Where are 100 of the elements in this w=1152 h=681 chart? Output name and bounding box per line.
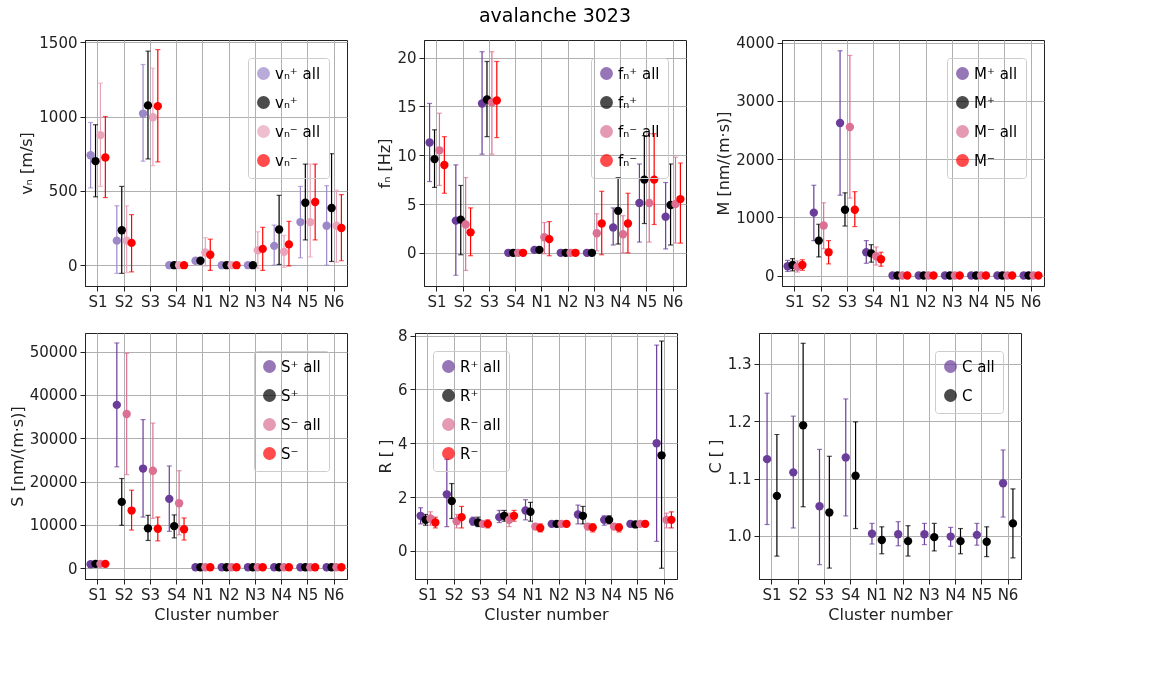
x-tick-label: N6 <box>997 585 1019 604</box>
y-tick-label: 0 <box>67 559 78 578</box>
legend-label: M⁺ all <box>974 64 1018 83</box>
x-tick-label: N5 <box>627 585 649 604</box>
x-tick-label: N6 <box>1020 292 1042 311</box>
legend-label: M⁻ all <box>974 122 1018 141</box>
x-tick-label: S2 <box>453 292 473 311</box>
y-tick-label: 20 <box>397 49 417 68</box>
y-tick-label: 2000 <box>736 150 775 169</box>
y-tick-label: 10000 <box>29 516 78 535</box>
x-tick-label: N3 <box>574 585 596 604</box>
legend-label: fₙ⁻ <box>618 151 638 170</box>
x-tick-label: S3 <box>470 585 490 604</box>
x-tick-label: S3 <box>837 292 857 311</box>
x-tick-label: N1 <box>531 292 553 311</box>
x-tick-label: N6 <box>323 585 345 604</box>
x-tick-label: N3 <box>583 292 605 311</box>
y-axis-title: M [nm/(m·s)] <box>714 111 734 216</box>
x-tick-label: N4 <box>945 585 966 604</box>
x-tick-label: N1 <box>192 292 214 311</box>
x-tick-label: N6 <box>653 585 675 604</box>
y-tick-label: 0 <box>397 542 408 561</box>
y-axis-title: R [ ] <box>375 439 395 474</box>
y-tick-label: 500 <box>48 182 78 201</box>
y-tick-label: 2 <box>397 488 408 507</box>
x-tick-label: N1 <box>866 585 888 604</box>
legend-label: fₙ⁺ all <box>618 64 660 83</box>
x-tick-label: S2 <box>788 585 808 604</box>
x-tick-label: N3 <box>244 292 266 311</box>
x-tick-label: S3 <box>479 292 499 311</box>
x-tick-label: N4 <box>271 292 292 311</box>
x-tick-label: S4 <box>167 292 187 311</box>
chart-title: avalanche 3023 <box>478 4 632 26</box>
x-tick-label: N3 <box>918 585 940 604</box>
legend-label: vₙ⁻ <box>275 151 298 170</box>
legend-label: R⁺ all <box>460 357 501 376</box>
x-tick-label: S4 <box>864 292 884 311</box>
y-tick-label: 30000 <box>29 429 78 448</box>
x-tick-label: N5 <box>636 292 658 311</box>
y-axis-title: fₙ [Hz] <box>375 138 395 189</box>
x-tick-label: N2 <box>218 585 240 604</box>
x-axis-title: Cluster number <box>828 604 954 624</box>
legend-label: fₙ⁻ all <box>618 122 660 141</box>
y-tick-label: 1000 <box>736 208 775 227</box>
x-tick-label: N5 <box>994 292 1016 311</box>
x-tick-label: N6 <box>323 292 345 311</box>
legend-label: R⁺ <box>460 386 479 405</box>
x-tick-label: S4 <box>497 585 517 604</box>
y-axis-title: vₙ [m/s] <box>17 132 37 195</box>
x-tick-label: N5 <box>297 585 319 604</box>
x-axis-title: Cluster number <box>154 604 280 624</box>
x-tick-label: S2 <box>444 585 464 604</box>
x-tick-label: S3 <box>140 585 160 604</box>
legend-label: vₙ⁺ <box>275 93 298 112</box>
y-tick-label: 0 <box>764 267 775 286</box>
y-tick-label: 1.1 <box>727 470 752 489</box>
legend-label: C <box>962 386 973 405</box>
x-tick-label: N4 <box>968 292 989 311</box>
y-tick-label: 15 <box>397 97 417 116</box>
legend-label: S⁺ all <box>281 357 321 376</box>
x-tick-label: N6 <box>662 292 684 311</box>
x-tick-label: N1 <box>192 585 214 604</box>
y-tick-label: 1000 <box>39 108 78 127</box>
y-tick-label: 4000 <box>736 34 775 53</box>
y-tick-label: 4 <box>397 434 408 453</box>
x-tick-label: S2 <box>114 292 134 311</box>
x-tick-label: N2 <box>557 292 579 311</box>
y-axis-title: S [nm/(m·s)] <box>7 406 27 507</box>
legend-label: S⁻ all <box>281 415 321 434</box>
x-tick-label: N4 <box>610 292 631 311</box>
x-tick-label: S1 <box>427 292 447 311</box>
y-tick-label: 8 <box>397 327 408 346</box>
legend-label: C all <box>962 357 995 376</box>
x-tick-label: N4 <box>271 585 292 604</box>
x-tick-label: S1 <box>88 292 108 311</box>
y-axis-title: C [ ] <box>705 439 725 474</box>
y-tick-label: 1500 <box>39 33 78 52</box>
x-tick-label: N2 <box>548 585 570 604</box>
x-tick-label: S4 <box>506 292 526 311</box>
x-tick-label: S3 <box>140 292 160 311</box>
legend-label: S⁺ <box>281 386 299 405</box>
x-tick-label: S1 <box>88 585 108 604</box>
x-tick-label: S4 <box>167 585 187 604</box>
legend-label: M⁻ <box>974 151 995 170</box>
x-tick-label: N4 <box>601 585 622 604</box>
legend-label: M⁺ <box>974 93 995 112</box>
x-tick-label: N2 <box>218 292 240 311</box>
x-tick-label: N3 <box>244 585 266 604</box>
x-tick-label: N1 <box>522 585 544 604</box>
x-tick-label: N2 <box>892 585 914 604</box>
legend-label: vₙ⁺ all <box>275 64 321 83</box>
x-tick-label: S2 <box>811 292 831 311</box>
y-tick-label: 40000 <box>29 386 78 405</box>
legend-label: R⁻ all <box>460 415 501 434</box>
y-tick-label: 3000 <box>736 92 775 111</box>
x-tick-label: N5 <box>971 585 993 604</box>
x-tick-label: N2 <box>915 292 937 311</box>
x-tick-label: N5 <box>297 292 319 311</box>
legend-label: R⁻ <box>460 444 479 463</box>
x-tick-label: N1 <box>889 292 911 311</box>
